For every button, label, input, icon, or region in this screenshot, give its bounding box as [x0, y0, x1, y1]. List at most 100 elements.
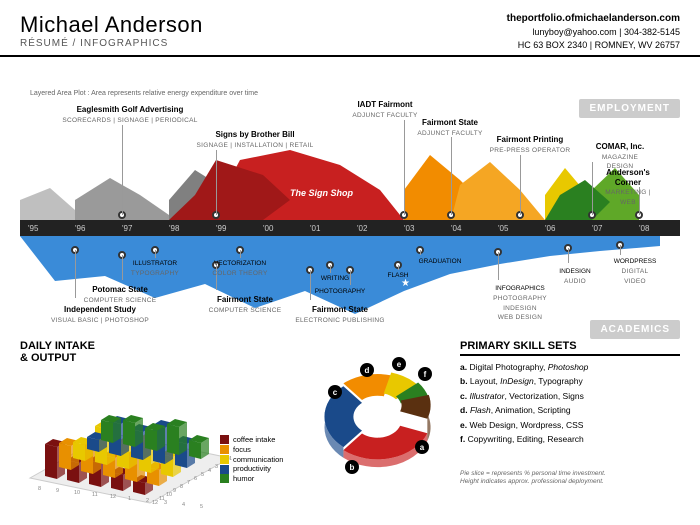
- timeline: '95'96'97'98'99'00'01'02'03'04'05'06'07'…: [20, 100, 680, 330]
- legend-item: coffee intake: [220, 435, 283, 445]
- email-phone: lunyboy@yahoo.com | 304-382-5145: [507, 26, 680, 39]
- year-tick: '04: [451, 224, 461, 233]
- area-caption: Layered Area Plot : Area represents rela…: [30, 90, 258, 97]
- year-tick: '00: [263, 224, 273, 233]
- year-tick: '08: [639, 224, 649, 233]
- year-tick: '02: [357, 224, 367, 233]
- label-title: ILLUSTRATOR: [131, 260, 179, 268]
- donut-label: d: [360, 363, 374, 377]
- label-title: Signs by Brother Bill: [196, 130, 313, 140]
- axis-number: 10: [166, 492, 172, 498]
- axis-number: 12: [152, 500, 158, 506]
- legend-item: communication: [220, 455, 283, 465]
- label-sub: COMPUTER SCIENCE: [209, 307, 282, 314]
- label-title: Fairmont Printing: [490, 135, 571, 145]
- label-title: Potomac State: [84, 285, 157, 295]
- daily-legend: coffee intakefocuscommunicationproductiv…: [220, 435, 283, 484]
- skills-note: Pie slice = represents % personal time i…: [460, 470, 606, 487]
- timeline-label: Fairmont Printing PRE-PRESS OPERATOR: [490, 135, 571, 154]
- year-tick: '99: [216, 224, 226, 233]
- label-title: Anderson's Corner: [602, 168, 654, 187]
- axis-number: 5: [201, 472, 204, 478]
- timeline-label: PHOTOGRAPHY: [315, 288, 365, 296]
- axis-number: 1: [128, 496, 131, 502]
- bottom-section: DAILY INTAKE& OUTPUT 8910111212345121110…: [20, 340, 680, 515]
- year-tick: '05: [498, 224, 508, 233]
- year-tick: '03: [404, 224, 414, 233]
- axis-number: 2: [146, 498, 149, 504]
- label-title: Eaglesmith Golf Advertising: [62, 105, 197, 115]
- timeline-label: Eaglesmith Golf Advertising SCORECARDS | …: [62, 105, 197, 124]
- timeline-label: Fairmont StateELECTRONIC PUBLISHING: [295, 305, 384, 324]
- donut-label: c: [328, 385, 342, 399]
- axis-number: 11: [159, 496, 165, 502]
- axis-number: 7: [187, 480, 190, 486]
- label-title: Fairmont State: [209, 295, 282, 305]
- label-sub: PRE-PRESS OPERATOR: [490, 147, 571, 154]
- label-sub: ADJUNCT FACULTY: [352, 112, 417, 119]
- daily-3d-chart: 8910111212345121110987654321: [20, 358, 230, 498]
- website: theportfolio.ofmichaelanderson.com: [507, 12, 680, 26]
- axis-number: 5: [200, 504, 203, 510]
- label-sub: WEB DESIGN: [498, 314, 543, 321]
- skills-title: PRIMARY SKILL SETS: [460, 340, 680, 356]
- year-tick: '95: [28, 224, 38, 233]
- label-sub: INDESIGN: [503, 305, 537, 312]
- skills-list: a. Digital Photography, Photoshopb. Layo…: [460, 360, 588, 447]
- label-sub: MARKETING | WEB: [605, 189, 650, 206]
- skill-item: f. Copywriting, Editing, Research: [460, 432, 588, 446]
- year-tick: '97: [122, 224, 132, 233]
- label-sub: ADJUNCT FACULTY: [417, 130, 482, 137]
- label-title: FLASH: [388, 272, 409, 280]
- year-tick: '96: [75, 224, 85, 233]
- timeline-label: INFOGRAPHICS PHOTOGRAPHY INDESIGN WEB DESIG…: [493, 285, 547, 322]
- timeline-label: VECTORIZATIONCOLOR THEORY: [212, 260, 267, 278]
- address: HC 63 BOX 2340 | ROMNEY, WV 26757: [507, 39, 680, 52]
- year-axis: '95'96'97'98'99'00'01'02'03'04'05'06'07'…: [20, 220, 680, 236]
- label-sub: SCORECARDS | SIGNAGE | PERIODICAL: [62, 117, 197, 124]
- donut-label: e: [392, 357, 406, 371]
- label-sub: TYPOGRAPHY: [131, 270, 179, 277]
- label-title: Fairmont State: [295, 305, 384, 315]
- label-sub: DIGITAL VIDEO: [622, 268, 649, 285]
- timeline-label: Independent Study VISUAL BASIC | PHOTOSHO…: [51, 305, 149, 324]
- contact-block: theportfolio.ofmichaelanderson.com lunyb…: [507, 12, 680, 51]
- year-tick: '07: [592, 224, 602, 233]
- label-title: PHOTOGRAPHY: [315, 288, 365, 296]
- timeline-label: COMAR, Inc.MAGAZINE DESIGN: [590, 142, 650, 171]
- legend-item: productivity: [220, 464, 283, 474]
- label-title: GRADUATION: [419, 258, 462, 266]
- label-sub: SIGNAGE | INSTALLATION | RETAIL: [196, 142, 313, 149]
- axis-number: 4: [208, 468, 211, 474]
- axis-number: 11: [92, 492, 98, 498]
- label-sub: COMPUTER SCIENCE: [84, 297, 157, 304]
- skill-item: b. Layout, InDesign, Typography: [460, 374, 588, 388]
- timeline-label: Fairmont State COMPUTER SCIENCE: [209, 295, 282, 314]
- skill-item: c. Illustrator, Vectorization, Signs: [460, 389, 588, 403]
- label-sub: VISUAL BASIC | PHOTOSHOP: [51, 317, 149, 324]
- timeline-label: FLASH: [388, 272, 409, 280]
- timeline-label: Potomac State COMPUTER SCIENCE: [84, 285, 157, 304]
- donut-label: f: [418, 367, 432, 381]
- timeline-label: Signs by Brother Bill SIGNAGE | INSTALLAT…: [196, 130, 313, 149]
- sign-shop-label: The Sign Shop: [290, 188, 353, 198]
- axis-number: 12: [110, 494, 116, 500]
- skills-donut: abcdef: [310, 355, 445, 490]
- year-tick: '01: [310, 224, 320, 233]
- label-sub: PHOTOGRAPHY: [493, 295, 547, 302]
- timeline-label: WRITING: [321, 275, 349, 283]
- label-sub: AUDIO: [564, 278, 586, 285]
- label-title: IADT Fairmont: [352, 100, 417, 110]
- label-title: INFOGRAPHICS: [493, 285, 547, 293]
- label-title: WORDPRESS: [613, 258, 658, 266]
- timeline-label: IADT Fairmont ADJUNCT FACULTY: [352, 100, 417, 119]
- label-title: INDESIGN: [559, 268, 590, 276]
- timeline-label: WORDPRESS DIGITAL VIDEO: [613, 258, 658, 285]
- axis-number: 8: [180, 484, 183, 490]
- skill-item: a. Digital Photography, Photoshop: [460, 360, 588, 374]
- donut-label: b: [345, 460, 359, 474]
- axis-number: 9: [56, 488, 59, 494]
- label-title: Independent Study: [51, 305, 149, 315]
- label-title: COMAR, Inc.: [590, 142, 650, 152]
- label-title: VECTORIZATION: [212, 260, 267, 268]
